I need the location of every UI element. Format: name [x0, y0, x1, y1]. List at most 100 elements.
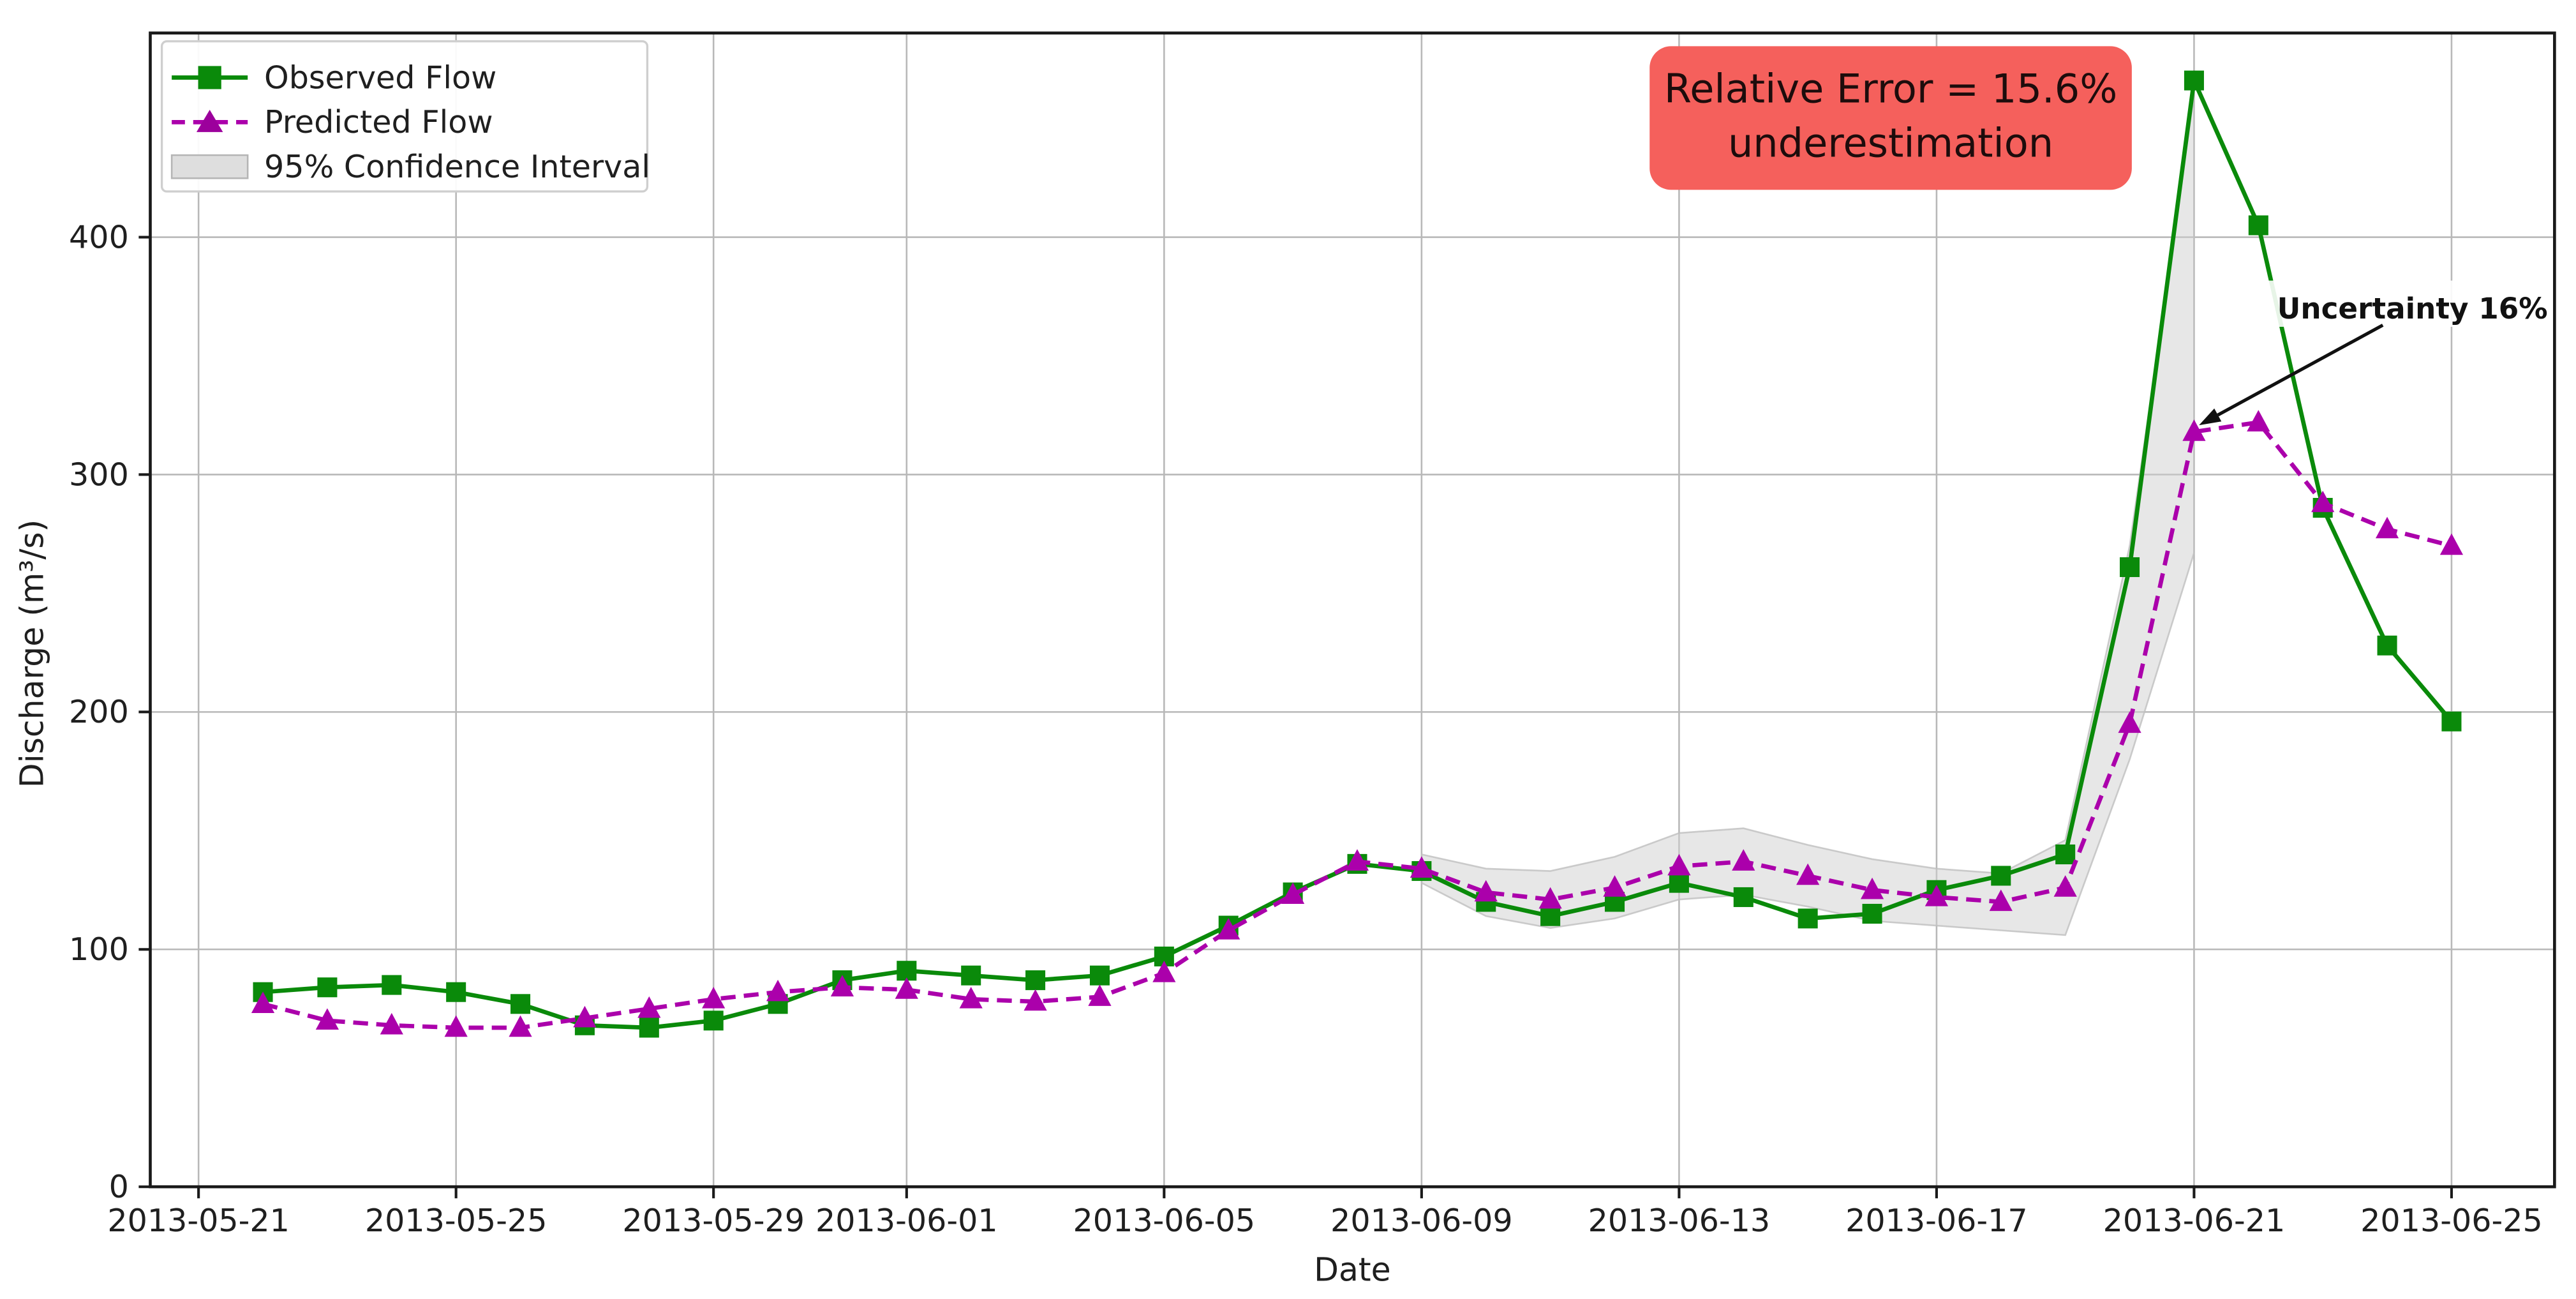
y-tick-label: 200 [69, 693, 129, 730]
predicted-marker [251, 991, 275, 1014]
observed-marker [1540, 906, 1561, 926]
observed-marker [1089, 965, 1110, 986]
y-axis-label: Discharge (m³/s) [13, 520, 50, 788]
predicted-marker [1152, 961, 1176, 982]
observed-marker [2377, 635, 2397, 656]
confidence-band-area [1420, 94, 2195, 936]
predicted-marker [1474, 880, 1498, 902]
x-tick-label: 2013-05-29 [622, 1202, 805, 1239]
observed-marker [639, 1017, 659, 1038]
predicted-marker [1281, 882, 1305, 904]
observed-marker [2441, 711, 2462, 732]
legend-item-confidence-interval: 95% Confidence Interval [170, 148, 650, 185]
legend: Observed Flow Predicted Flow 95% Confide… [160, 40, 650, 193]
observed-marker [897, 961, 917, 981]
predicted-marker [2311, 490, 2335, 513]
predicted-marker [830, 975, 854, 996]
predicted-marker [1603, 875, 1627, 897]
legend-box [160, 40, 649, 193]
confidence-band [1420, 94, 2195, 936]
x-tick-label: 2013-05-21 [107, 1202, 290, 1239]
predicted-marker [1217, 918, 1240, 940]
predicted-marker [315, 1008, 339, 1030]
observed-marker [510, 994, 531, 1014]
uncertainty-arrow-line [2217, 324, 2384, 417]
x-tick-label: 2013-06-05 [1073, 1202, 1256, 1239]
observed-marker [961, 965, 981, 986]
predicted-marker [1345, 849, 1369, 871]
observed-flow-line [262, 78, 2453, 1030]
predicted-marker [2182, 419, 2206, 441]
predicted-marker [1925, 885, 1949, 906]
y-tick-label: 300 [69, 456, 129, 493]
legend-item-label: Predicted Flow [264, 103, 493, 140]
relative-error-box [1649, 46, 2132, 190]
x-tick-label: 2013-06-25 [2360, 1202, 2543, 1239]
observed-marker [2120, 557, 2140, 578]
predicted-marker [2247, 410, 2270, 432]
observed-square-marker-icon [198, 66, 221, 89]
observed-marker [1669, 873, 1689, 893]
predicted-marker [1538, 887, 1562, 909]
legend-item-observed: Observed Flow [172, 59, 496, 96]
uncertainty-arrowhead-icon [2199, 408, 2222, 426]
predicted-marker [895, 977, 918, 999]
y-tick-label: 400 [69, 218, 129, 255]
y-tick-label: 100 [69, 931, 129, 968]
observed-marker [317, 977, 338, 998]
predicted-marker [1024, 989, 1047, 1011]
predicted-marker [1088, 984, 1112, 1006]
data-series [251, 70, 2464, 1038]
predicted-marker [1667, 853, 1691, 876]
relative-error-line1: Relative Error = 15.6% [1664, 65, 2117, 112]
predicted-marker [766, 979, 790, 1002]
uncertainty-label-bg [2265, 280, 2547, 327]
predicted-triangle-marker-icon [196, 109, 223, 132]
observed-marker [703, 1010, 724, 1031]
observed-marker [446, 982, 466, 1002]
predicted-marker [637, 996, 661, 1018]
observed-marker [2248, 215, 2268, 236]
predicted-marker [959, 986, 983, 1009]
axis-ticks: 2013-05-21 2013-05-25 2013-05-29 2013-06-01… [69, 218, 2543, 1239]
predicted-marker [1796, 863, 1820, 885]
predicted-marker [444, 1015, 468, 1037]
observed-marker [2055, 844, 2076, 865]
predicted-marker [1989, 889, 2013, 912]
observed-marker [1798, 908, 1818, 929]
x-axis-label: Date [1314, 1251, 1391, 1289]
legend-item-predicted: Predicted Flow [172, 103, 493, 140]
predicted-marker [2118, 711, 2141, 733]
observed-marker [382, 975, 402, 995]
confidence-band-swatch-icon [170, 154, 249, 179]
legend-item-label: Observed Flow [264, 59, 496, 96]
observed-marker [1862, 903, 1882, 924]
relative-error-annotation: Relative Error = 15.6% underestimation [1649, 46, 2132, 190]
plot-border [149, 31, 2556, 1189]
y-tick-label: 0 [109, 1168, 129, 1205]
predicted-marker [1732, 849, 1755, 871]
legend-item-label: 95% Confidence Interval [264, 148, 650, 185]
x-tick-label: 2013-06-17 [1845, 1202, 2028, 1239]
x-tick-label: 2013-06-21 [2103, 1202, 2286, 1239]
predicted-marker [1860, 877, 1884, 899]
predicted-marker [573, 1005, 597, 1028]
observed-marker [1733, 887, 1753, 907]
predicted-marker [2439, 533, 2464, 555]
predicted-marker [380, 1012, 403, 1035]
x-tick-label: 2013-05-25 [365, 1202, 547, 1239]
predicted-marker [2053, 875, 2077, 897]
predicted-marker [2375, 516, 2399, 539]
relative-error-line2: underestimation [1728, 120, 2053, 167]
uncertainty-annotation: Uncertainty 16% [2199, 280, 2548, 426]
observed-marker [1025, 970, 1046, 991]
predicted-marker [1410, 856, 1433, 878]
x-tick-label: 2013-06-01 [815, 1202, 998, 1239]
uncertainty-label: Uncertainty 16% [2277, 292, 2548, 326]
observed-marker [2184, 70, 2204, 91]
observed-marker [1991, 866, 2011, 886]
x-tick-label: 2013-06-09 [1330, 1202, 1513, 1239]
predicted-marker [702, 986, 726, 1009]
